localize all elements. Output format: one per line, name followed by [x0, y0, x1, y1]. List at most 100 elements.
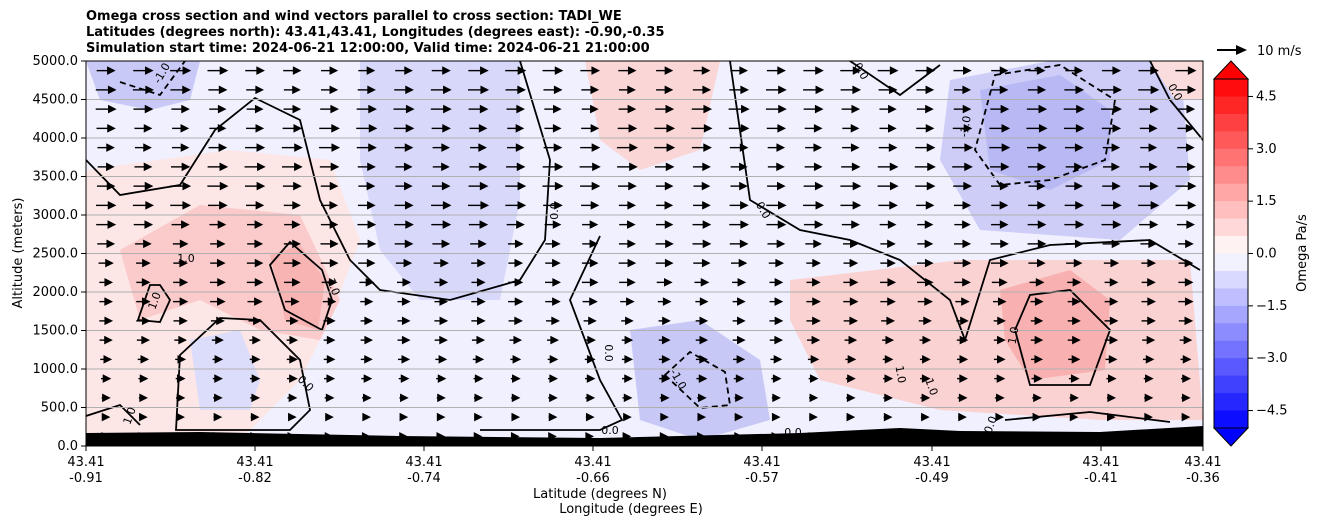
wind-vector — [1175, 201, 1197, 210]
wind-vector — [95, 85, 117, 95]
wind-vector — [622, 374, 633, 383]
wind-vector — [1030, 316, 1044, 326]
x-tick-label-lon: -0.41 — [1084, 471, 1118, 486]
x-tick-label-lat: 43.41 — [574, 455, 611, 470]
colorbar-step — [1214, 218, 1248, 237]
wind-vector — [134, 162, 153, 172]
colorbar-ticks: 4.5 3.0 1.5 0.0 −1.5 −3.0 −4.5 — [1248, 89, 1288, 419]
wind-vector — [581, 104, 599, 114]
plot-area: -1.01.01.01.00.00.01.00.0-1.00.00.00.0-1… — [85, 60, 1204, 447]
colorbar-extend-bottom — [1212, 427, 1250, 447]
colorbar-tick-label: −4.5 — [1256, 404, 1288, 419]
wind-vector — [841, 104, 861, 114]
wind-vector — [394, 85, 414, 95]
wind-vector — [918, 316, 932, 326]
wind-vector — [1064, 220, 1085, 229]
wind-vector — [431, 66, 451, 75]
wind-vector — [245, 66, 265, 75]
wind-vector — [508, 316, 523, 326]
wind-vector — [134, 124, 153, 133]
wind-vector — [172, 124, 190, 133]
wind-vector — [805, 239, 822, 249]
wind-vector — [619, 278, 636, 287]
wind-vector — [430, 104, 452, 114]
wind-vector — [394, 220, 414, 229]
wind-vector — [915, 181, 936, 191]
wind-vector — [621, 316, 634, 326]
wind-vector — [695, 335, 709, 345]
wind-vector — [101, 393, 111, 403]
wind-vector — [767, 181, 786, 191]
contour-lines — [86, 61, 1203, 431]
colorbar-step — [1214, 148, 1248, 167]
wind-vector — [916, 104, 934, 114]
wind-vector — [990, 162, 1010, 172]
wind-vector — [728, 104, 750, 114]
wind-vector — [803, 104, 824, 114]
wind-vector — [1138, 181, 1159, 191]
wind-vector — [580, 143, 601, 152]
wind-vector — [582, 297, 598, 306]
wind-vector — [282, 181, 302, 191]
wind-vector — [324, 374, 336, 383]
wind-vector — [213, 412, 223, 422]
wind-vector — [319, 143, 341, 152]
wind-vector — [581, 85, 600, 95]
wind-vector — [916, 85, 935, 95]
contour-label: 0.0 — [548, 202, 561, 220]
wind-vector — [434, 335, 448, 345]
wind-vector — [1139, 162, 1158, 172]
wind-vector — [956, 335, 969, 345]
contour-label: 0.0 — [601, 424, 619, 437]
wind-vector — [176, 412, 185, 422]
wind-vector — [1030, 297, 1044, 306]
wind-vector — [211, 335, 224, 345]
wind-vector — [135, 239, 152, 249]
wind-vector — [843, 297, 859, 306]
wind-vector — [766, 220, 787, 229]
wind-vector — [173, 297, 189, 306]
wind-vector — [431, 201, 452, 210]
colorbar-steps — [1213, 78, 1249, 429]
wind-vector — [250, 412, 260, 422]
wind-vector — [655, 239, 674, 249]
wind-vector — [734, 412, 744, 422]
x-tick-label-lon: -0.82 — [238, 471, 272, 486]
wind-vector — [915, 66, 936, 75]
wind-vector — [804, 162, 823, 172]
wind-vector — [395, 66, 413, 75]
wind-vector — [919, 335, 932, 345]
colorbar-step — [1214, 340, 1248, 359]
wind-vector — [1104, 316, 1119, 326]
wind-vector — [654, 124, 676, 133]
wind-vector — [508, 258, 524, 268]
wind-vector — [694, 278, 710, 287]
wind-vector — [244, 181, 266, 191]
wind-vector — [362, 412, 371, 422]
quiver-key: 10 m/s — [1217, 44, 1302, 59]
wind-vector — [435, 355, 448, 364]
wind-vector — [730, 162, 748, 172]
x-tick-label-lon: -0.91 — [69, 471, 103, 486]
wind-vector — [393, 104, 415, 114]
wind-vector — [1068, 355, 1081, 364]
wind-vector — [322, 297, 337, 306]
wind-vector — [994, 393, 1005, 403]
wind-vector — [134, 143, 152, 152]
colorbar-step — [1214, 253, 1248, 272]
wind-vector — [96, 66, 116, 75]
wind-vector — [133, 104, 154, 114]
wind-vector — [173, 278, 189, 287]
wind-vector — [1139, 124, 1158, 133]
wind-vector — [695, 316, 709, 326]
wind-vector — [507, 143, 525, 152]
wind-vector — [283, 258, 302, 268]
wind-vector — [282, 124, 303, 133]
wind-vector — [436, 374, 447, 383]
wind-vector — [621, 335, 634, 345]
wind-vector — [1180, 355, 1192, 364]
wind-vector — [472, 355, 485, 364]
wind-vector — [883, 393, 893, 403]
wind-vector — [809, 412, 818, 422]
wind-vector — [846, 393, 856, 403]
